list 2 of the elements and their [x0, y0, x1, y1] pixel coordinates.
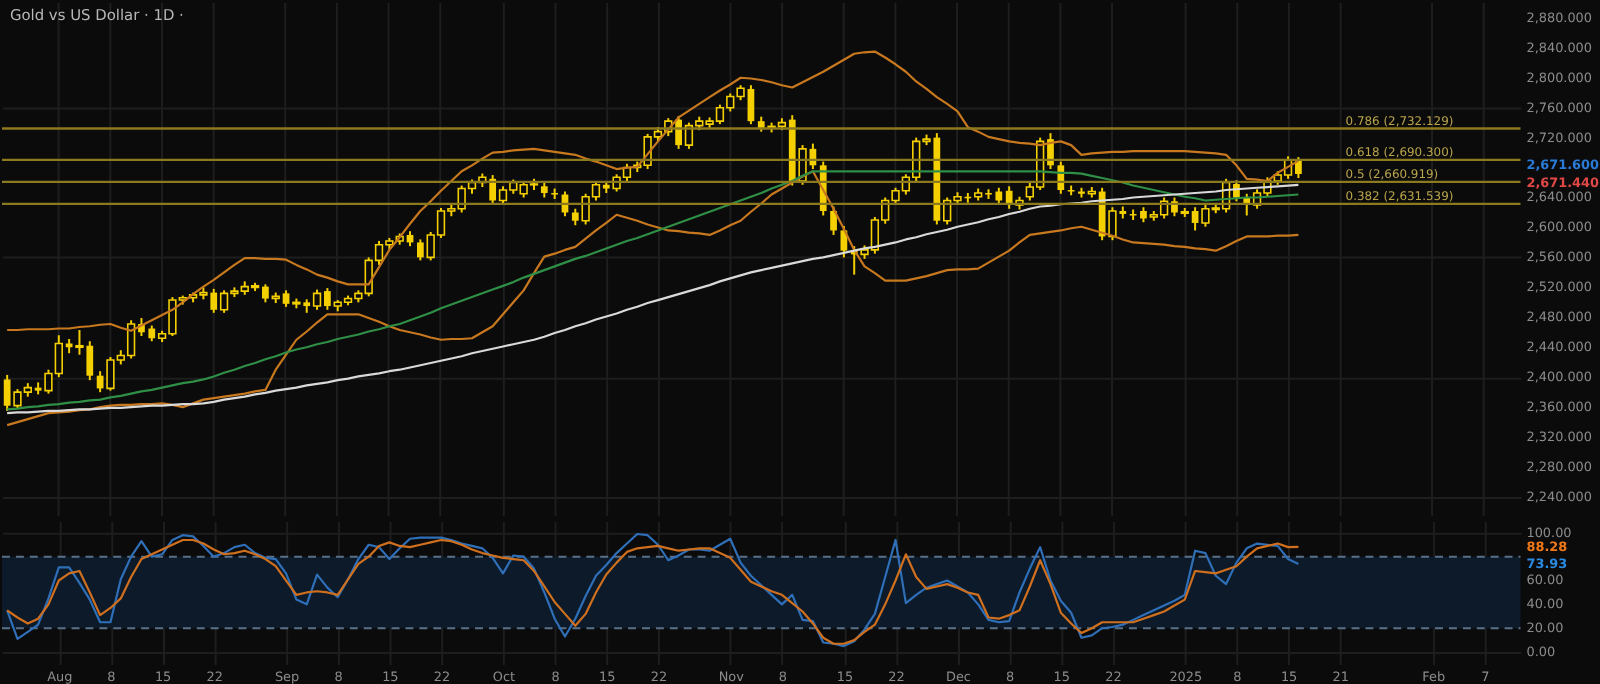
line-series — [6, 50, 1300, 332]
candlestick — [830, 205, 837, 236]
